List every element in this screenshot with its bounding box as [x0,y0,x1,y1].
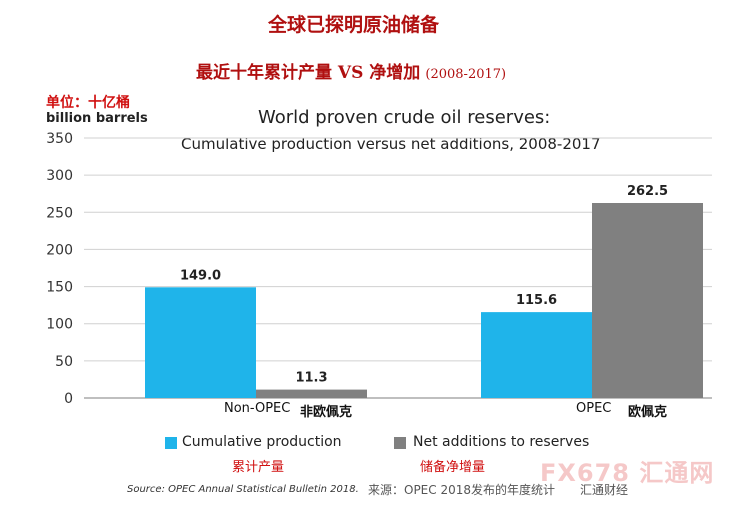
legend-label-cumulative-cn: 累计产量 [232,460,285,475]
chart-title-cn: 全球已探明原油储备 [268,14,440,36]
chart-title: World proven crude oil reserves: [258,107,550,128]
y-tick-label-150: 150 [46,280,73,296]
legend-label-cumulative: Cumulative production [182,434,342,450]
legend-swatch-net [394,437,406,449]
source-note-cn: 来源：OPEC 2018发布的年度统计 [368,483,555,497]
chart-subtitle-cn: 最近十年累计产量 VS 净增加 [196,63,421,83]
y-tick-label-100: 100 [46,317,73,333]
bar-opec-cumulative [481,312,592,398]
bar-non-opec-cumulative [145,287,256,398]
category-label-non-opec-cn: 非欧佩克 [300,405,353,420]
y-tick-label-200: 200 [46,242,73,258]
y-axis-label: billion barrels [46,111,148,126]
watermark-text: FX678 汇通网 [540,459,715,487]
source-note: Source: OPEC Annual Statistical Bulletin… [127,484,359,495]
unit-label-cn: 单位：十亿桶 [46,95,130,111]
category-label-non-opec: Non-OPEC [224,401,291,416]
data-label-opec-cumulative: 115.6 [516,293,557,308]
legend-label-net-cn: 储备净增量 [420,460,486,475]
y-tick-label-300: 300 [46,168,73,184]
bar-opec-net [592,203,703,398]
category-label-opec: OPEC [576,401,612,416]
y-tick-label-0: 0 [64,391,73,407]
chart-subtitle-cn-range: (2008-2017) [425,67,507,82]
data-label-non-opec-cumulative: 149.0 [180,268,221,283]
watermark-logo: FX678 汇通网 [540,453,714,488]
chart-subtitle: Cumulative production versus net additio… [181,135,601,153]
y-tick-label-350: 350 [46,131,73,147]
y-tick-label-250: 250 [46,205,73,221]
legend-label-net: Net additions to reserves [413,434,590,450]
bar-non-opec-net [256,389,367,398]
legend-swatch-cumulative [165,437,177,449]
chart-subtitle-cn-group: 最近十年累计产量 VS 净增加 (2008-2017) [196,58,506,83]
data-label-opec-net: 262.5 [627,184,668,199]
category-label-opec-cn: 欧佩克 [628,405,668,420]
data-label-non-opec-net: 11.3 [295,371,327,386]
y-tick-label-50: 50 [55,354,73,370]
credit-cn: 汇通财经 [580,483,629,497]
